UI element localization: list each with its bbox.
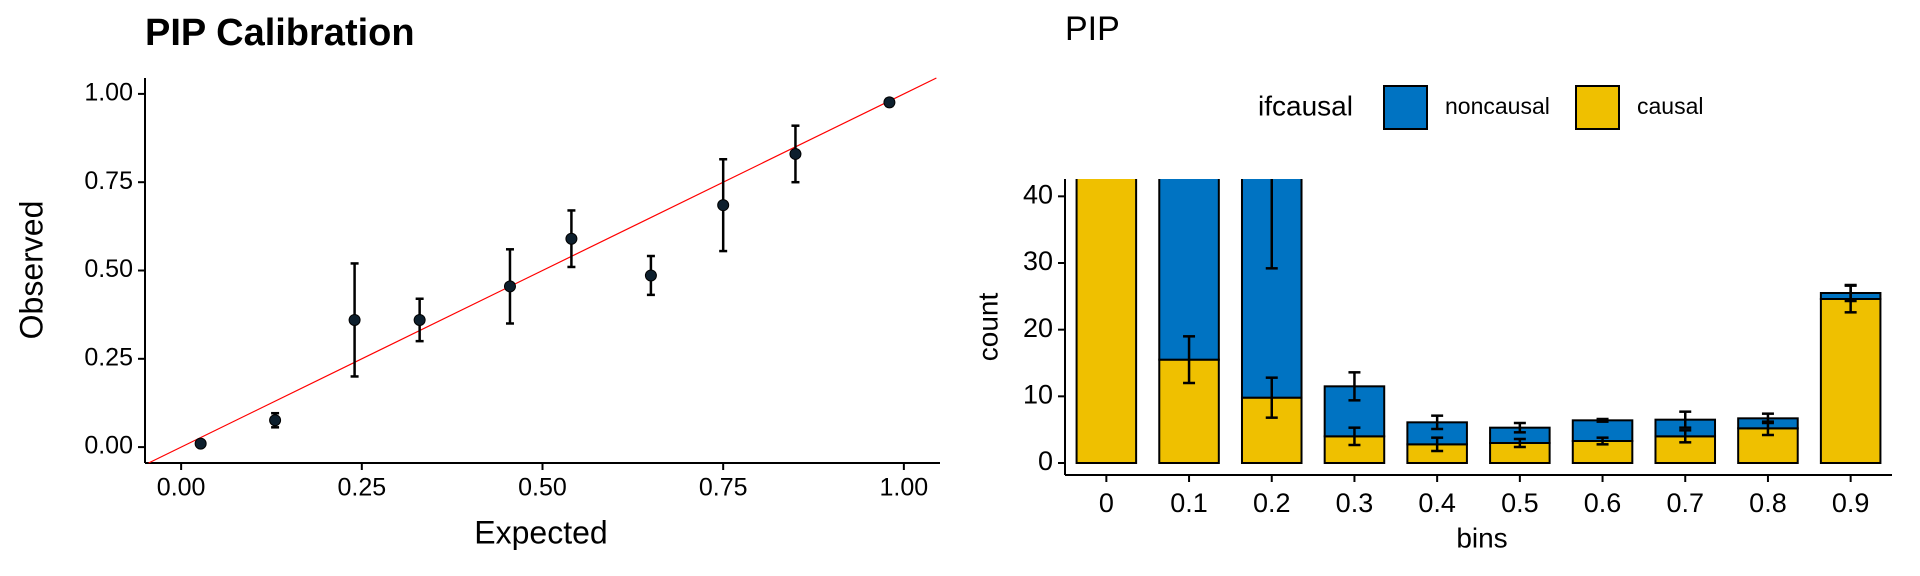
error-bar [1679, 410, 1692, 429]
x-tick-label: 1.00 [880, 474, 929, 502]
y-tick-label: 30 [1023, 246, 1053, 276]
y-tick-label: 40 [1023, 179, 1053, 209]
x-tick-label: 0.7 [1666, 488, 1704, 518]
point [413, 313, 426, 326]
y-axis-title: Observed [13, 201, 49, 340]
error-bar [1431, 436, 1444, 453]
legend-label: causal [1637, 93, 1703, 119]
error-bar [1679, 429, 1692, 444]
error-bar [1348, 371, 1361, 402]
y-tick-label: 0.25 [84, 343, 133, 371]
point [348, 313, 361, 326]
error-bar [1265, 179, 1278, 270]
point [269, 414, 282, 427]
x-axis-title: Expected [474, 514, 607, 550]
point [789, 147, 802, 160]
plot-area [1075, 60, 1882, 465]
y-tick-label: 20 [1023, 313, 1053, 343]
legend-swatch [1383, 85, 1428, 130]
legend-swatch [1575, 85, 1620, 130]
error-bar [1513, 437, 1526, 449]
legend-title: ifcausal [1258, 90, 1353, 121]
chart-title: PIP Calibration [145, 12, 415, 54]
chart-title: PIP [1065, 10, 1120, 48]
error-bar [1513, 421, 1526, 434]
point [565, 232, 578, 245]
x-tick-label: 0 [1099, 488, 1114, 518]
point [644, 269, 657, 282]
point [194, 437, 207, 450]
bar-segment [1819, 298, 1882, 464]
point [883, 96, 896, 109]
point [503, 280, 516, 293]
error-bar [1844, 283, 1857, 303]
error-bar [1431, 414, 1444, 431]
x-axis-title: bins [1456, 522, 1507, 553]
x-tick-label: 0.9 [1832, 488, 1870, 518]
x-tick-label: 0.75 [699, 474, 748, 502]
error-bar [1183, 335, 1196, 385]
point [717, 199, 730, 212]
x-tick-label: 0.00 [157, 474, 206, 502]
error-bar [1596, 417, 1609, 423]
y-tick-label: 0.75 [84, 167, 133, 195]
x-tick-label: 0.2 [1253, 488, 1291, 518]
x-tick-label: 0.8 [1749, 488, 1787, 518]
y-tick-label: 0.00 [84, 432, 133, 460]
error-bar [1265, 376, 1278, 419]
x-tick-label: 0.5 [1501, 488, 1539, 518]
x-tick-label: 0.3 [1336, 488, 1374, 518]
x-tick-label: 0.50 [518, 474, 567, 502]
error-bar [1596, 436, 1609, 446]
error-bar [1348, 426, 1361, 447]
error-bar [1183, 60, 1195, 127]
y-tick-label: 0.50 [84, 255, 133, 283]
y-axis-title: count [972, 293, 1003, 362]
bar-segment [1158, 179, 1220, 361]
x-tick-label: 0.4 [1418, 488, 1456, 518]
x-tick-label: 0.25 [337, 474, 386, 502]
error-bar [1761, 412, 1774, 425]
legend-label: noncausal [1445, 93, 1550, 119]
y-tick-label: 0 [1038, 446, 1053, 476]
y-tick-label: 10 [1023, 379, 1053, 409]
identity-line [148, 77, 937, 464]
x-tick-label: 0.6 [1584, 488, 1622, 518]
y-tick-label: 1.00 [84, 79, 133, 107]
bar-segment [1075, 179, 1138, 465]
x-tick-label: 0.1 [1170, 488, 1208, 518]
